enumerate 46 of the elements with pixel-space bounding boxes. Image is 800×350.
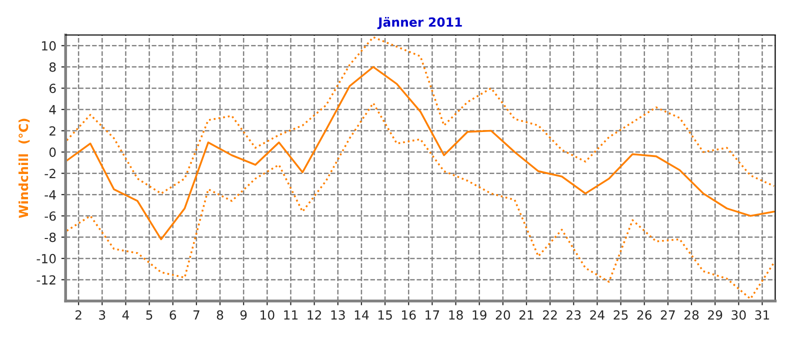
y-tick-label: 4 (49, 105, 56, 114)
x-tick-label: 15 (378, 310, 392, 320)
y-tick-label: 8 (49, 62, 56, 72)
x-tick-label: 17 (426, 310, 440, 320)
y-tick-label: -12 (36, 275, 56, 284)
y-tick-label: -6 (44, 211, 56, 221)
x-tick-label: 5 (146, 310, 152, 320)
x-tick-label: 9 (240, 310, 247, 320)
x-tick-label: 13 (331, 310, 345, 320)
line-series (66, 66, 775, 240)
x-tick-label: 2 (76, 310, 82, 320)
x-tick-label: 25 (614, 310, 628, 320)
y-tick-label: 0 (49, 148, 56, 157)
x-tick-label: 27 (660, 310, 675, 320)
x-tick-label: 28 (684, 310, 699, 320)
x-tick-label: 11 (284, 310, 298, 320)
y-tick-label: 10 (42, 41, 56, 51)
y-tick-label: -2 (44, 168, 56, 178)
line-series (66, 102, 775, 300)
x-tick-label: 4 (122, 310, 129, 320)
x-tick-label: 21 (519, 310, 534, 320)
x-tick-label: 24 (590, 310, 604, 320)
x-tick-label: 20 (496, 310, 510, 320)
x-tick-label: 23 (566, 310, 581, 320)
x-tick-label: 29 (708, 310, 722, 320)
x-tick-label: 30 (732, 310, 746, 320)
x-tick-label: 19 (472, 310, 486, 320)
x-tick-label: 6 (170, 310, 176, 320)
x-tick-label: 16 (402, 310, 416, 320)
x-tick-label: 14 (354, 310, 369, 320)
y-tick-label: -10 (36, 254, 56, 264)
x-tick-label: 22 (543, 310, 557, 320)
y-tick-label: 6 (49, 84, 56, 94)
y-tick-label: 2 (50, 126, 56, 136)
x-tick-label: 18 (449, 310, 463, 320)
y-axis-title: Windchill (°C) (18, 118, 30, 218)
y-tick-label: -4 (44, 190, 56, 200)
x-tick-label: 10 (260, 310, 274, 320)
y-tick-label: -8 (44, 232, 56, 242)
x-tick-label: 3 (99, 310, 106, 320)
x-tick-label: 7 (193, 310, 200, 320)
x-tick-label: 26 (637, 310, 652, 320)
x-tick-label: 12 (308, 310, 322, 320)
x-tick-label: 8 (216, 310, 224, 320)
x-tick-label: 31 (755, 310, 770, 320)
chart-title: Jänner 2011 (377, 16, 462, 30)
